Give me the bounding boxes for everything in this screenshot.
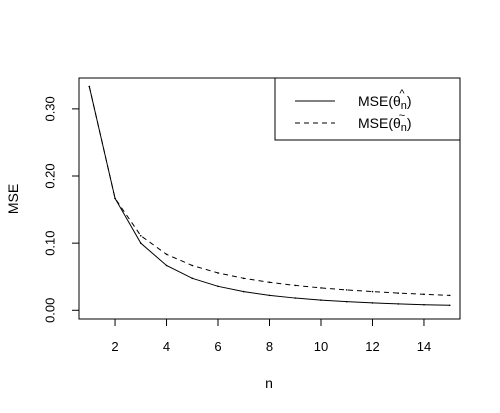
data-point (397, 292, 400, 294)
data-point (371, 302, 374, 304)
data-point (139, 234, 142, 237)
x-tick-label: 8 (266, 339, 273, 354)
legend-close: ) (407, 115, 412, 131)
legend-base: MSE( (358, 93, 393, 109)
data-point (320, 287, 322, 289)
x-tick-label: 6 (214, 339, 221, 354)
data-point (242, 290, 245, 293)
legend-label: MSE(θn) (358, 93, 412, 112)
data-point (268, 294, 271, 297)
x-tick-label: 4 (163, 339, 170, 354)
data-point (191, 264, 194, 267)
legend-sub: n (401, 100, 407, 112)
x-tick-label: 10 (314, 339, 328, 354)
data-point (423, 303, 425, 306)
data-point (217, 272, 219, 274)
legend-sub: n (401, 122, 407, 134)
data-point (294, 284, 297, 287)
data-point (345, 300, 348, 303)
x-axis-title: n (265, 375, 273, 391)
data-point (345, 289, 348, 291)
legend-base: MSE( (358, 115, 393, 131)
data-point (268, 281, 271, 284)
legend-accent: ^ (399, 88, 405, 100)
data-point (139, 242, 142, 244)
legend-symbol: θ (393, 115, 401, 131)
y-axis: 0.00 0.10 0.20 0.30 (42, 96, 80, 323)
legend-close: ) (407, 93, 412, 109)
data-point (423, 293, 425, 296)
data-point (448, 294, 451, 297)
x-tick-label: 12 (365, 339, 379, 354)
data-point (320, 299, 322, 301)
legend-accent: ~ (399, 110, 405, 122)
data-point (371, 290, 374, 293)
x-tick-label: 2 (111, 339, 118, 354)
data-point (397, 303, 400, 305)
data-point (165, 253, 168, 256)
series-layer (88, 85, 451, 307)
data-point (294, 297, 297, 299)
data-point (242, 277, 245, 280)
data-point (165, 264, 168, 267)
data-point (88, 85, 91, 88)
legend-label: MSE(θn) (358, 115, 412, 134)
y-tick-label: 0.10 (42, 230, 57, 255)
y-tick-label: 0.00 (42, 298, 57, 323)
data-point (191, 277, 194, 280)
y-axis-title: MSE (5, 184, 21, 214)
legend-box (274, 77, 461, 141)
data-point (114, 197, 116, 200)
data-point (448, 304, 451, 307)
x-axis: 2 4 6 8 10 12 14 (111, 318, 431, 354)
x-tick-label: 14 (417, 339, 431, 354)
legend: MSE(θn)^MSE(θn)~ (274, 77, 461, 141)
y-tick-label: 0.30 (42, 96, 57, 121)
y-tick-label: 0.20 (42, 163, 57, 188)
legend-symbol: θ (393, 93, 401, 109)
data-point (217, 285, 219, 288)
